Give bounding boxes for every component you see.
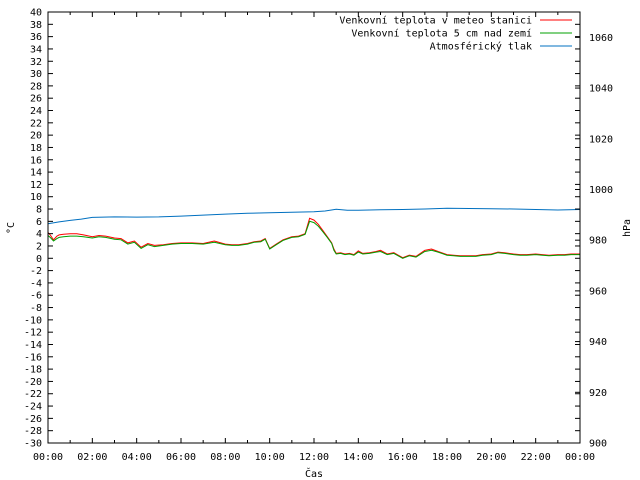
y-tick-label: 20 xyxy=(30,131,42,142)
y-tick-label: 12 xyxy=(30,180,42,191)
x-tick-label: 10:00 xyxy=(255,452,285,463)
series-layer xyxy=(47,207,581,259)
y2-axis-label: hPa xyxy=(622,219,633,237)
y-tick-label: 28 xyxy=(30,81,42,92)
y2-tick-label: 960 xyxy=(589,286,607,297)
y2-tick-label: 1020 xyxy=(589,134,613,145)
y2-tick-label: 920 xyxy=(589,388,607,399)
y-tick-label: -6 xyxy=(30,291,42,302)
series-line-2 xyxy=(47,220,580,259)
y-tick-label: 10 xyxy=(30,192,42,203)
y-tick-label: 4 xyxy=(36,229,42,240)
y-tick-label: -18 xyxy=(24,365,42,376)
x-tick-label: 20:00 xyxy=(476,452,506,463)
x-tick-label: 12:00 xyxy=(299,452,329,463)
y-tick-label: -16 xyxy=(24,352,42,363)
plot-border xyxy=(47,11,581,444)
y-tick-label: -14 xyxy=(24,340,42,351)
y-tick-label: -12 xyxy=(24,328,42,339)
legend-label: Atmosférický tlak xyxy=(430,41,532,53)
y2-tick-label: 900 xyxy=(589,439,607,450)
x-tick-label: 04:00 xyxy=(122,452,152,463)
x-tick-label: 16:00 xyxy=(388,452,418,463)
y2-tick-label: 980 xyxy=(589,236,607,247)
x-tick-label: 18:00 xyxy=(432,452,462,463)
y-tick-label: -28 xyxy=(24,426,42,437)
y-tick-label: -20 xyxy=(24,377,42,388)
y-tick-label: -10 xyxy=(24,315,42,326)
y-tick-label: 36 xyxy=(30,32,42,43)
x-tick-label: 00:00 xyxy=(565,452,595,463)
y-tick-label: 26 xyxy=(30,94,42,105)
y2-tick-label: 1040 xyxy=(589,84,613,95)
y-tick-label: 16 xyxy=(30,155,42,166)
y-tick-label: -8 xyxy=(30,303,42,314)
x-tick-label: 06:00 xyxy=(166,452,196,463)
x-tick-label: 00:00 xyxy=(33,452,63,463)
y-tick-label: 34 xyxy=(30,44,42,55)
y-tick-label: -24 xyxy=(24,402,42,413)
legend-label: Venkovní teplota 5 cm nad zemí xyxy=(351,28,532,40)
x-tick-label: 02:00 xyxy=(77,452,107,463)
y-tick-label: 24 xyxy=(30,106,42,117)
y-tick-label: 38 xyxy=(30,20,42,31)
legend: Venkovní teplota v meteo staniciVenkovní… xyxy=(339,15,572,53)
y2-tick-label: 1060 xyxy=(589,33,613,44)
x-tick-label: 14:00 xyxy=(343,452,373,463)
legend-label: Venkovní teplota v meteo stanici xyxy=(339,15,532,27)
y-tick-label: 2 xyxy=(36,241,42,252)
y-tick-label: 32 xyxy=(30,57,42,68)
y-tick-label: 14 xyxy=(30,168,42,179)
y-tick-label: -22 xyxy=(24,389,42,400)
y-tick-label: 22 xyxy=(30,118,42,129)
y-tick-label: 6 xyxy=(36,217,42,228)
y-tick-label: 0 xyxy=(36,254,42,265)
x-tick-label: 22:00 xyxy=(521,452,551,463)
y-tick-label: 30 xyxy=(30,69,42,80)
y-tick-label: -4 xyxy=(30,278,42,289)
y-tick-label: 40 xyxy=(30,8,42,19)
y-tick-label: -2 xyxy=(30,266,42,277)
y-tick-label: 18 xyxy=(30,143,42,154)
y2-tick-label: 940 xyxy=(589,337,607,348)
y2-tick-label: 1000 xyxy=(589,185,613,196)
y-tick-label: -26 xyxy=(24,414,42,425)
y-tick-label: 8 xyxy=(36,205,42,216)
y-axis-label: °C xyxy=(6,222,17,234)
axis-layer: 4038363432302826242220181614121086420-2-… xyxy=(24,8,613,464)
x-tick-label: 08:00 xyxy=(210,452,240,463)
x-axis-label: Čas xyxy=(305,467,323,480)
series-line-1 xyxy=(47,217,580,259)
y-tick-label: -30 xyxy=(24,439,42,450)
series-line-3 xyxy=(47,207,581,225)
